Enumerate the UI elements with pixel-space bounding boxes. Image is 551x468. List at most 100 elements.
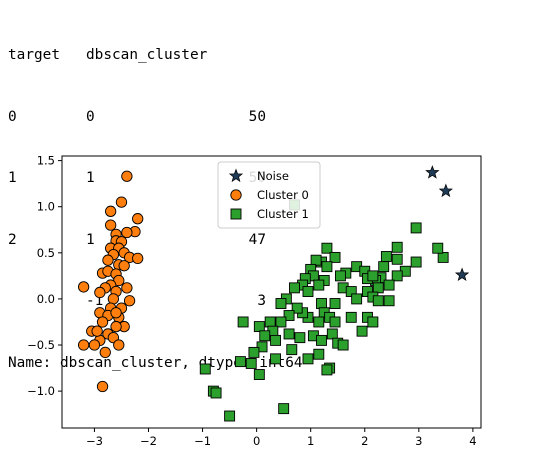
data-point-square: [291, 302, 303, 314]
output-cell: 2: [8, 231, 17, 248]
data-point-square: [248, 346, 260, 358]
legend: Noise Cluster 0 Cluster 1: [217, 161, 321, 229]
data-point-square: [199, 363, 211, 375]
data-point-square: [259, 330, 271, 342]
output-header-row: target dbscan_cluster: [8, 45, 303, 66]
output-cell: 3: [257, 293, 266, 309]
output-cell: 1: [8, 170, 17, 186]
data-point-square: [316, 334, 327, 346]
data-point-square: [275, 316, 287, 328]
data-point-square: [326, 328, 338, 340]
data-point-square: [278, 403, 290, 415]
data-point-square: [383, 295, 395, 307]
output-row: 0 0 50: [8, 107, 303, 128]
data-point-square: [270, 334, 282, 346]
data-point-circle: [110, 307, 122, 319]
data-point-square: [313, 348, 325, 360]
data-point-square: [270, 353, 282, 365]
x-tick-label: −1: [194, 434, 211, 448]
data-point-square: [316, 298, 327, 309]
data-point-square: [313, 279, 325, 291]
data-point-square: [380, 251, 392, 262]
x-tick-label: −3: [86, 434, 103, 448]
legend-box: [217, 161, 321, 229]
data-point-star: [438, 183, 453, 198]
data-point-square: [237, 316, 249, 328]
data-point-square: [283, 328, 295, 340]
data-point-circle: [94, 286, 106, 299]
data-point-circle: [121, 170, 133, 182]
legend-marker-circle: [230, 189, 242, 201]
data-point-square: [286, 344, 298, 356]
data-point-square: [294, 332, 306, 344]
data-point-square: [437, 251, 449, 263]
legend-label: Cluster 1: [257, 207, 309, 221]
data-point-square: [345, 311, 357, 323]
data-point-circle: [105, 205, 117, 217]
data-point-square: [256, 341, 268, 353]
y-tick-label: 0.5: [37, 246, 55, 260]
output-row: 2 1 47: [8, 230, 303, 251]
x-tick-label: 0: [253, 434, 260, 448]
data-point-star: [425, 165, 440, 179]
data-point-circle: [77, 339, 90, 351]
header-dbscan-cluster: dbscan_cluster: [86, 47, 208, 63]
data-point-circle: [132, 252, 144, 264]
x-tick-label: 4: [469, 434, 476, 448]
data-point-square: [383, 279, 395, 291]
data-point-square: [367, 316, 379, 328]
data-point-square: [253, 369, 265, 380]
data-point-square: [264, 316, 276, 328]
scatter-plot: −3 −2 −1 0 1 2 3 4 −1.0 −0.5 0.0 0.5 1.0 1.5 Noise Cl…: [27, 154, 482, 448]
plot-marks: [77, 165, 470, 422]
output-cell: 1: [86, 231, 95, 248]
y-tick-label: −1.0: [27, 384, 55, 398]
data-point-square: [329, 298, 341, 309]
data-point-circle: [96, 316, 109, 328]
data-point-square: [378, 261, 390, 273]
output-cell: 50: [248, 108, 266, 125]
y-axis: −1.0 −0.5 0.0 0.5 1.0 1.5: [27, 154, 62, 398]
data-point-square: [329, 316, 341, 328]
data-point-square: [253, 321, 265, 333]
data-point-circle: [123, 295, 136, 307]
x-tick-label: 3: [415, 434, 422, 448]
data-point-square: [289, 282, 300, 294]
data-point-square: [334, 270, 346, 282]
data-point-square: [372, 295, 384, 307]
data-point-circle: [88, 339, 101, 351]
data-point-square: [367, 270, 379, 282]
data-point-circle: [77, 281, 90, 293]
data-point-square: [391, 253, 403, 265]
data-point-circle: [121, 226, 133, 239]
header-target: target: [8, 47, 60, 63]
data-point-square: [321, 242, 333, 254]
data-point-circle: [105, 219, 117, 231]
data-point-square: [337, 339, 349, 351]
data-point-square: [321, 261, 333, 273]
data-point-square: [372, 282, 384, 294]
data-point-square: [351, 293, 363, 305]
output-cell: 0: [86, 108, 95, 125]
data-point-square: [391, 270, 403, 282]
data-point-circle: [107, 293, 120, 305]
x-tick-label: 2: [361, 434, 368, 448]
data-point-square: [410, 222, 422, 234]
data-point-star: [454, 267, 470, 282]
legend-label: Cluster 0: [257, 188, 309, 202]
y-tick-label: −0.5: [27, 338, 55, 352]
data-point-circle: [102, 254, 114, 266]
y-tick-label: 0.0: [37, 292, 55, 306]
data-point-square: [283, 310, 295, 321]
data-point-circle: [110, 320, 122, 333]
data-point-square: [321, 364, 333, 376]
legend-marker-star: [228, 168, 244, 183]
data-point-circle: [91, 325, 103, 337]
data-point-square: [302, 353, 314, 365]
y-tick-label: 1.5: [37, 154, 55, 168]
output-cell: 47: [248, 231, 266, 248]
data-point-square: [356, 325, 368, 337]
data-point-circle: [99, 346, 111, 359]
data-point-square: [313, 316, 325, 328]
data-point-square: [275, 298, 287, 309]
